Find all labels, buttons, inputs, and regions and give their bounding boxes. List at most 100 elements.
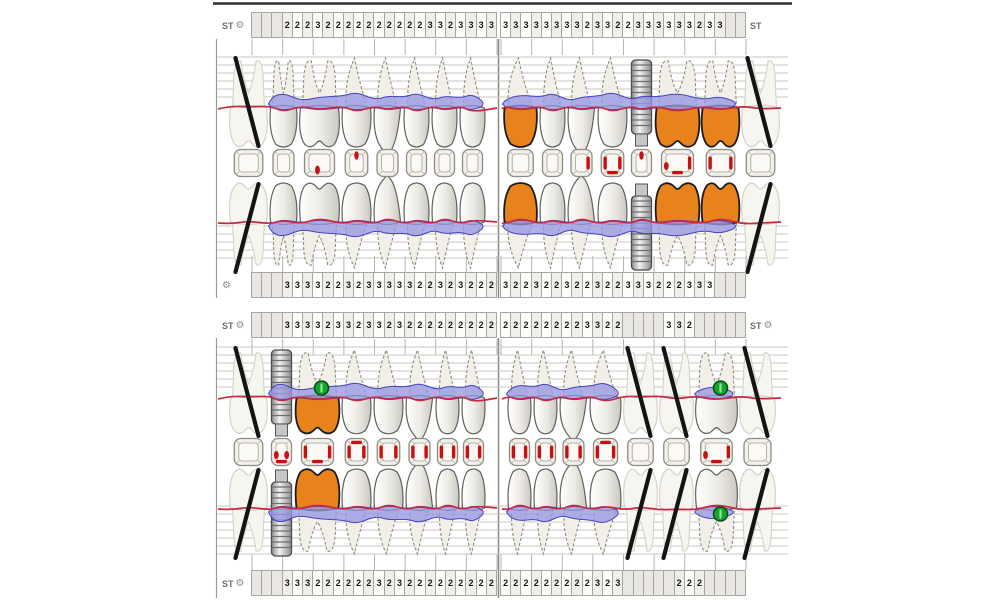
- tooth-crown: [435, 468, 460, 512]
- occlusal-view-tooth[interactable]: [405, 148, 428, 178]
- occlusal-view-tooth[interactable]: [436, 437, 459, 467]
- st-cell[interactable]: [734, 12, 746, 38]
- gear-icon[interactable]: ⚙: [235, 320, 245, 331]
- occlusal-view-tooth[interactable]: [705, 148, 736, 178]
- occlusal-view-tooth[interactable]: [508, 437, 531, 467]
- tooth-root: [438, 347, 456, 399]
- tooth-lower-jaw-left-7-lingual[interactable]: [435, 468, 460, 557]
- occlusal-view-tooth[interactable]: [534, 437, 557, 467]
- gingival-margin-line: [501, 395, 782, 402]
- st-label-text: ST: [222, 578, 234, 589]
- restoration-mark: [537, 445, 542, 459]
- occlusal-view-tooth[interactable]: [541, 148, 564, 178]
- st-row-upper-top: ST ⚙ 2 2 2 3 2 2 2 2 2 2 2 2 2 2 3 3 2 3 3 3 3 3 3 3 3 3 3 3 3 2 3 3 2 2 3 3 3…: [216, 12, 790, 39]
- tooth-crown: [459, 182, 486, 226]
- tooth-crown: [597, 104, 628, 148]
- endo-status-marker: [712, 506, 729, 522]
- st-label-text: ST: [222, 320, 234, 331]
- occlusal-row: [233, 437, 485, 467]
- tooth-upper-jaw-right-7-facial[interactable]: [700, 60, 741, 148]
- tooth-lower-jaw-left-7-facial[interactable]: [435, 347, 460, 435]
- occlusal-view-tooth[interactable]: [270, 437, 293, 467]
- occlusal-view-tooth[interactable]: [592, 437, 619, 467]
- occlusal-view-tooth[interactable]: [627, 437, 654, 467]
- gingival-margin-line: [217, 218, 498, 225]
- restoration-mark: [327, 445, 332, 459]
- occlusal-view-tooth[interactable]: [600, 148, 625, 178]
- st-cell[interactable]: 2: [485, 570, 497, 596]
- tooth-crown: [405, 461, 434, 512]
- restoration-mark: [603, 156, 607, 170]
- occlusal-view-tooth[interactable]: [376, 437, 401, 467]
- missing-tooth-mark: [233, 181, 261, 275]
- occlusal-view-tooth[interactable]: [570, 148, 593, 178]
- restoration-mark: [663, 162, 669, 170]
- occlusal-view-tooth[interactable]: [233, 148, 264, 178]
- st-cell[interactable]: [734, 570, 746, 596]
- st-label-right-lower-top: ST ⚙: [750, 312, 772, 339]
- st-row-lower-bottom: ST ⚙ 3 3 3 2 2 2 2 2 2 3 2 3 2 2 2 2 2 2 2 2 2 2 2 2 2 2 2 2 2 2 3 2 3 2 2 2: [216, 570, 790, 597]
- tooth-crown: [461, 468, 486, 512]
- tooth-crown: [299, 182, 340, 226]
- st-cell[interactable]: 3: [485, 12, 497, 38]
- tooth-upper-jaw-right-7-lingual[interactable]: [700, 182, 741, 266]
- upper-jaw-chart: [217, 55, 788, 275]
- occlusal-view-tooth[interactable]: [233, 437, 264, 467]
- gingival-margin-line: [217, 105, 498, 112]
- st-cell[interactable]: 2: [485, 272, 497, 298]
- st-group-ticks-upper-top: [251, 39, 747, 55]
- restoration-mark: [362, 445, 366, 459]
- occlusal-view-tooth[interactable]: [303, 148, 336, 178]
- occlusal-view-tooth[interactable]: [630, 148, 653, 178]
- restoration-mark: [303, 445, 308, 459]
- occlusal-row: [508, 437, 772, 467]
- occlusal-view-tooth[interactable]: [700, 437, 733, 467]
- occlusal-view-tooth[interactable]: [562, 437, 585, 467]
- occlusal-view-tooth[interactable]: [743, 437, 772, 467]
- gear-icon[interactable]: ⚙: [235, 20, 245, 31]
- tooth-crown: [559, 394, 588, 441]
- tooth-crown: [403, 104, 430, 148]
- gear-icon[interactable]: ⚙: [222, 280, 231, 291]
- occlusal-view-tooth[interactable]: [344, 437, 369, 467]
- facial-view-row: [501, 345, 782, 441]
- occlusal-view-tooth[interactable]: [663, 437, 690, 467]
- restoration-mark: [424, 445, 428, 459]
- occlusal-view-tooth[interactable]: [461, 148, 484, 178]
- occlusal-view-tooth[interactable]: [745, 148, 776, 178]
- restoration-mark: [511, 445, 516, 459]
- st-cell[interactable]: [734, 272, 746, 298]
- restoration-mark: [729, 156, 733, 170]
- tooth-crown: [431, 182, 458, 226]
- endo-status-marker: [712, 380, 729, 396]
- st-group-ticks-lower-bottom: [251, 554, 747, 570]
- lingual-view-row: [501, 461, 782, 561]
- occlusal-view-tooth[interactable]: [660, 148, 695, 178]
- occlusal-view-tooth[interactable]: [300, 437, 335, 467]
- restoration-mark: [708, 156, 712, 170]
- tooth-crown: [507, 468, 532, 512]
- st-label-left-upper-bottom: ⚙: [222, 272, 231, 299]
- occlusal-view-tooth[interactable]: [507, 148, 534, 178]
- occlusal-view-tooth[interactable]: [408, 437, 431, 467]
- tooth-crown: [700, 182, 741, 226]
- tooth-crown: [589, 468, 622, 512]
- occlusal-view-tooth[interactable]: [344, 148, 369, 178]
- tooth-root: [703, 221, 738, 266]
- missing-tooth-mark: [233, 467, 261, 561]
- occlusal-view-tooth[interactable]: [272, 148, 295, 178]
- occlusal-view-tooth[interactable]: [462, 437, 485, 467]
- tooth-crown: [567, 104, 596, 155]
- restoration-mark: [611, 445, 616, 459]
- restoration-mark: [354, 151, 359, 160]
- gear-icon[interactable]: ⚙: [235, 578, 245, 589]
- occlusal-view-tooth[interactable]: [376, 148, 399, 178]
- occlusal-view-tooth[interactable]: [433, 148, 456, 178]
- tooth-crown: [269, 182, 298, 226]
- gear-icon[interactable]: ⚙: [763, 320, 773, 331]
- facial-view-row: [217, 55, 498, 155]
- st-cell[interactable]: [734, 312, 746, 338]
- restoration-mark: [607, 170, 618, 175]
- st-label-left-lower-top: ST ⚙: [222, 312, 244, 339]
- st-cell[interactable]: 2: [485, 312, 497, 338]
